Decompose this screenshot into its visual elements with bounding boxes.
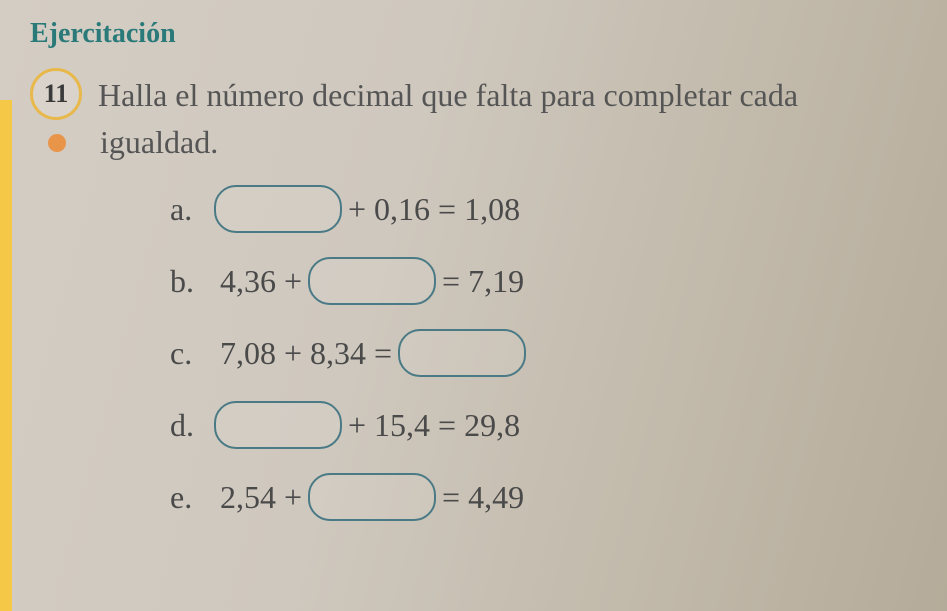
page-content: Ejercitación 11 Halla el número decimal …	[0, 0, 947, 525]
equation-text: 7,08 + 8,34 =	[220, 335, 392, 372]
equation-text: + 0,16 = 1,08	[348, 191, 520, 228]
problem-subline: igualdad.	[48, 124, 907, 161]
problem-number-circle: 11	[30, 68, 82, 120]
equation-e: e. 2,54 + = 4,49	[170, 469, 907, 525]
difficulty-dot-icon	[48, 134, 66, 152]
equation-label: e.	[170, 479, 214, 516]
equation-d: d. + 15,4 = 29,8	[170, 397, 907, 453]
blank-input-a[interactable]	[214, 185, 342, 233]
problem-statement-line1: Halla el número decimal que falta para c…	[98, 68, 798, 117]
blank-input-e[interactable]	[308, 473, 436, 521]
equation-label: d.	[170, 407, 214, 444]
equation-text: 4,36 +	[220, 263, 302, 300]
equation-a: a. + 0,16 = 1,08	[170, 181, 907, 237]
equation-list: a. + 0,16 = 1,08 b. 4,36 + = 7,19 c. 7,0…	[170, 181, 907, 525]
problem-statement-line2: igualdad.	[100, 124, 218, 161]
problem-header: 11 Halla el número decimal que falta par…	[30, 68, 907, 120]
blank-input-d[interactable]	[214, 401, 342, 449]
equation-label: b.	[170, 263, 214, 300]
equation-b: b. 4,36 + = 7,19	[170, 253, 907, 309]
equation-label: a.	[170, 191, 214, 228]
blank-input-c[interactable]	[398, 329, 526, 377]
margin-stripe	[0, 100, 12, 611]
equation-c: c. 7,08 + 8,34 =	[170, 325, 907, 381]
equation-text: + 15,4 = 29,8	[348, 407, 520, 444]
section-title: Ejercitación	[30, 18, 907, 50]
equation-text: = 7,19	[442, 263, 524, 300]
equation-text: = 4,49	[442, 479, 524, 516]
blank-input-b[interactable]	[308, 257, 436, 305]
equation-label: c.	[170, 335, 214, 372]
equation-text: 2,54 +	[220, 479, 302, 516]
